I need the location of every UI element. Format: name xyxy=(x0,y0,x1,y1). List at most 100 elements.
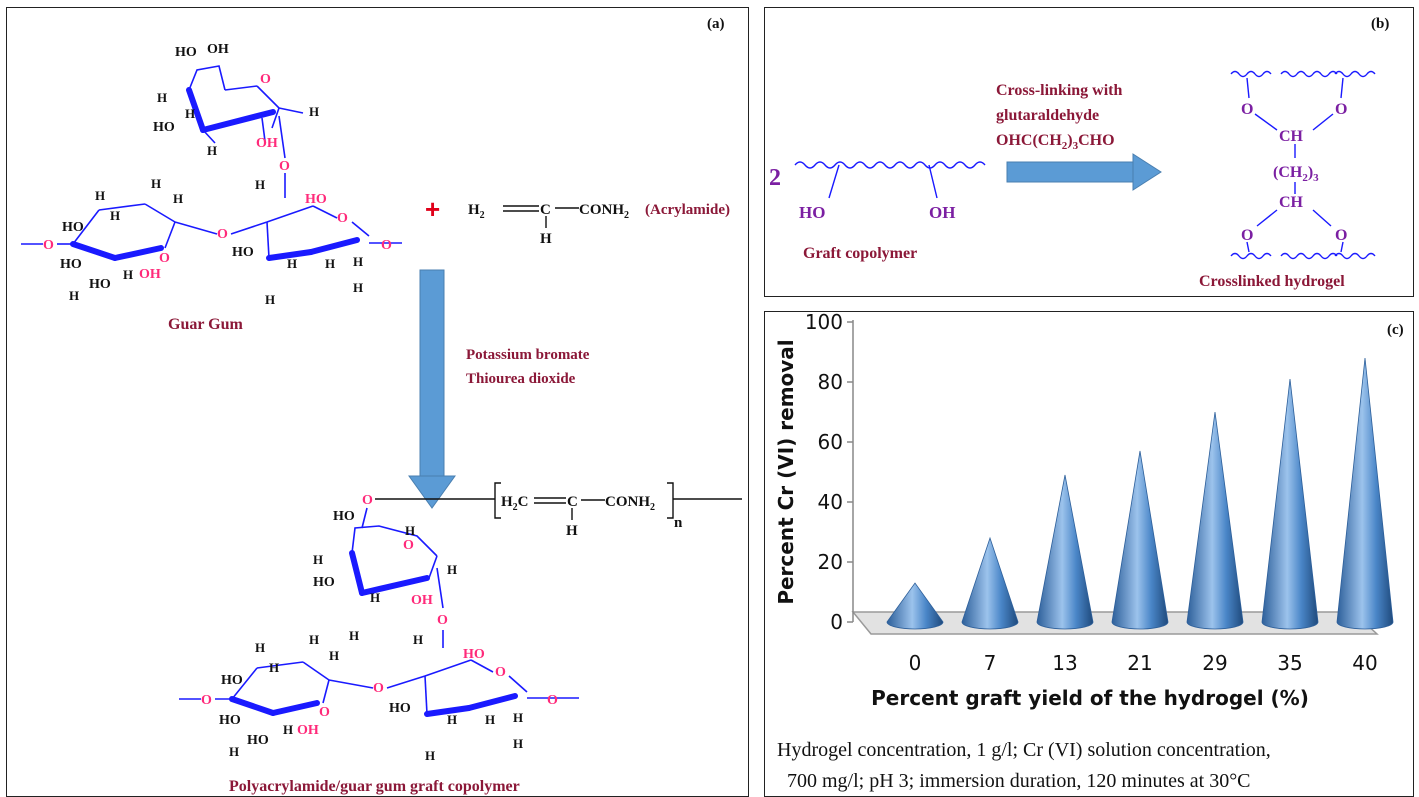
graft-copolymer-chain xyxy=(794,161,986,199)
chart-cone xyxy=(1336,357,1394,630)
svg-text:O: O xyxy=(403,538,414,553)
acrylamide-label: (Acrylamide) xyxy=(645,202,730,218)
reaction-arrow-down xyxy=(408,269,456,509)
svg-text:HO: HO xyxy=(221,673,243,688)
svg-text:O: O xyxy=(362,493,373,508)
svg-text:O: O xyxy=(373,681,384,696)
svg-text:O: O xyxy=(43,238,54,253)
svg-text:H: H xyxy=(566,523,578,539)
svg-text:H: H xyxy=(309,104,319,119)
y-tick-label: 60 xyxy=(818,430,843,454)
svg-text:CH: CH xyxy=(1279,194,1304,211)
y-tick-label: 40 xyxy=(818,490,843,514)
chart-cone xyxy=(886,582,944,630)
x-tick-label: 7 xyxy=(984,651,997,675)
svg-text:H: H xyxy=(329,648,339,663)
panel-c-label: (c) xyxy=(1387,322,1404,338)
svg-text:H: H xyxy=(353,280,363,295)
svg-text:HO: HO xyxy=(60,257,82,272)
guar-gum-structure: HO OH H HO O H H H OH O O O O H H H H HO… xyxy=(21,42,402,307)
y-tick-label: 20 xyxy=(818,550,843,574)
y-tick-label: 0 xyxy=(830,610,843,634)
svg-text:O: O xyxy=(547,693,558,708)
svg-text:OH: OH xyxy=(411,593,433,608)
product-caption: Polyacrylamide/guar gum graft copolymer xyxy=(229,778,520,795)
svg-text:H: H xyxy=(185,106,195,121)
svg-text:H2: H2 xyxy=(468,202,485,221)
y-tick-label: 80 xyxy=(818,370,843,394)
crosslinked-hydrogel-structure: O O CH (CH2)3 CH O O xyxy=(1230,70,1376,260)
svg-text:OH: OH xyxy=(297,723,319,738)
svg-text:O: O xyxy=(1241,227,1253,244)
x-tick-label: 29 xyxy=(1202,651,1227,675)
svg-text:H: H xyxy=(269,660,279,675)
svg-text:O: O xyxy=(201,693,212,708)
svg-text:H: H xyxy=(110,208,120,223)
x-tick-label: 13 xyxy=(1052,651,1077,675)
crosslink-arrow xyxy=(1006,153,1162,191)
svg-text:O: O xyxy=(1241,101,1253,118)
svg-text:CH: CH xyxy=(1279,128,1304,145)
svg-text:H: H xyxy=(207,143,217,158)
hydroxyl-right: OH xyxy=(929,203,955,222)
svg-text:C: C xyxy=(567,494,578,510)
reagent-glutaraldehyde: glutaraldehyde xyxy=(996,107,1099,124)
svg-text:O: O xyxy=(495,665,506,680)
acrylamide-formula: H2 C H CONH2 (Acrylamide) xyxy=(468,202,730,247)
svg-text:H: H xyxy=(447,562,457,577)
panel-a: (a) HO OH H HO O H H H OH O O O xyxy=(6,7,749,797)
svg-text:O: O xyxy=(1335,101,1347,118)
chart-cone xyxy=(1261,378,1319,630)
chart-cone xyxy=(1036,474,1094,630)
svg-text:H: H xyxy=(255,640,265,655)
svg-text:HO: HO xyxy=(313,575,335,590)
svg-text:O: O xyxy=(437,613,448,628)
y-axis-label: Percent Cr (VI) removal xyxy=(774,339,798,604)
svg-text:HO: HO xyxy=(389,701,411,716)
svg-text:O: O xyxy=(337,211,348,226)
svg-text:n: n xyxy=(674,515,683,531)
svg-text:H: H xyxy=(123,267,133,282)
panel-a-label: (a) xyxy=(707,16,725,32)
svg-text:H: H xyxy=(69,288,79,303)
svg-text:HO: HO xyxy=(232,245,254,260)
graft-copolymer-structure: O H2C C H CONH2 n HO H O H HO H H OH H O… xyxy=(179,482,742,763)
svg-text:H: H xyxy=(313,552,323,567)
svg-text:OH: OH xyxy=(139,267,161,282)
svg-text:H: H xyxy=(370,590,380,605)
reagent-formula: OHC(CH2)3CHO xyxy=(996,132,1115,152)
svg-text:HO: HO xyxy=(333,509,355,524)
svg-text:H: H xyxy=(287,256,297,271)
reagent-potassium-bromate: Potassium bromate xyxy=(466,347,590,363)
x-tick-label: 40 xyxy=(1352,651,1377,675)
svg-text:O: O xyxy=(1335,227,1347,244)
conditions-note-line1: Hydrogel concentration, 1 g/l; Cr (VI) s… xyxy=(777,739,1271,761)
svg-text:O: O xyxy=(381,238,392,253)
svg-text:H: H xyxy=(151,176,161,191)
hydroxyl-left: HO xyxy=(799,203,825,222)
svg-text:H2C: H2C xyxy=(501,494,529,513)
svg-text:O: O xyxy=(159,251,170,266)
svg-text:O: O xyxy=(279,159,290,174)
svg-text:H: H xyxy=(283,722,293,737)
svg-text:H: H xyxy=(157,90,167,105)
panel-b-label: (b) xyxy=(1371,16,1389,32)
crosslinked-hydrogel-caption: Crosslinked hydrogel xyxy=(1199,273,1345,290)
svg-text:H: H xyxy=(349,628,359,643)
svg-text:O: O xyxy=(217,227,228,242)
svg-text:O: O xyxy=(319,705,330,720)
plus-sign: + xyxy=(425,194,440,224)
panel-b-scheme: (b) 2 HO OH Graft copolymer Cross-linkin… xyxy=(769,16,1389,290)
svg-text:H: H xyxy=(255,177,265,192)
svg-text:CONH2: CONH2 xyxy=(579,202,629,221)
svg-text:HO: HO xyxy=(89,277,111,292)
x-tick-label: 21 xyxy=(1127,651,1152,675)
svg-text:H: H xyxy=(513,710,523,725)
panel-a-scheme: (a) HO OH H HO O H H H OH O O O xyxy=(21,16,742,795)
svg-text:H: H xyxy=(540,231,552,247)
svg-text:H: H xyxy=(265,292,275,307)
x-tick-label: 35 xyxy=(1277,651,1302,675)
svg-text:H: H xyxy=(513,736,523,751)
svg-text:CONH2: CONH2 xyxy=(605,494,655,513)
svg-text:O: O xyxy=(260,72,271,87)
